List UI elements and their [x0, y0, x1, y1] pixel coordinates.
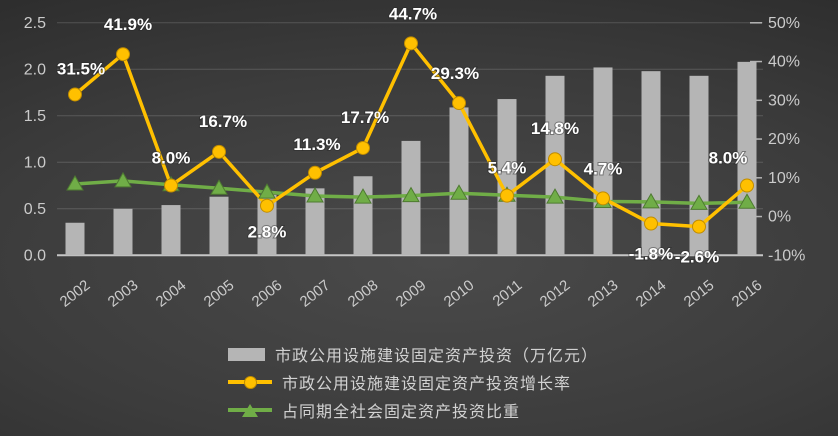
- growth-label-2007: 11.3%: [293, 135, 340, 154]
- left-axis-tick: 2.0: [24, 61, 46, 78]
- share-point-2002: [66, 174, 84, 191]
- bar-swatch-icon: [228, 347, 265, 361]
- growth-point-2007: [308, 165, 322, 180]
- bar-2002: [65, 222, 85, 256]
- growth-point-2015: [692, 219, 706, 234]
- legend-item-growth-line: 市政公用设施建设固定资产投资增长率: [228, 368, 598, 396]
- growth-point-2012: [548, 152, 562, 167]
- growth-label-2016: 8.0%: [709, 149, 748, 168]
- x-tick-2013: 2013: [585, 277, 622, 311]
- share-point-2003: [114, 171, 132, 188]
- line-circle-swatch-icon: [228, 375, 272, 389]
- growth-point-2013: [596, 191, 610, 206]
- growth-point-2002: [68, 87, 82, 102]
- growth-point-2011: [500, 188, 514, 203]
- legend-item-investment-bars: 市政公用设施建设固定资产投资（万亿元）: [228, 340, 598, 368]
- right-axis-tick: 20%: [768, 131, 800, 148]
- x-tick-2011: 2011: [490, 277, 526, 310]
- left-axis-tick: 2.5: [24, 15, 46, 32]
- x-tick-2004: 2004: [153, 277, 190, 311]
- bar-2010: [449, 107, 469, 256]
- circle-marker-icon: [243, 375, 257, 389]
- bar-2014: [641, 71, 661, 256]
- bar-2011: [497, 99, 517, 256]
- bar-2008: [353, 176, 373, 256]
- growth-label-2010: 29.3%: [431, 64, 479, 83]
- x-tick-2002: 2002: [57, 277, 94, 311]
- x-tick-2006: 2006: [249, 277, 286, 311]
- bar-2003: [113, 208, 133, 256]
- share-point-2005: [210, 179, 228, 195]
- growth-label-2002: 31.5%: [57, 59, 105, 78]
- growth-label-2014: -1.8%: [629, 245, 673, 264]
- x-tick-2015: 2015: [681, 277, 718, 311]
- legend-label-growth: 市政公用设施建设固定资产投资增长率: [282, 376, 572, 393]
- share-point-2008: [354, 188, 372, 204]
- bar-2015: [689, 75, 709, 256]
- x-tick-2016: 2016: [729, 277, 766, 311]
- share-point-2016: [738, 193, 756, 209]
- growth-point-2003: [116, 47, 130, 62]
- right-axis-tick: 0%: [768, 209, 791, 226]
- line-triangle-swatch-icon: [228, 403, 272, 417]
- share-point-2006: [258, 183, 276, 199]
- x-tick-2005: 2005: [201, 277, 238, 311]
- growth-point-2004: [164, 178, 178, 193]
- growth-point-2016: [740, 178, 754, 193]
- share-point-2015: [690, 194, 708, 210]
- growth-label-2008: 17.7%: [341, 108, 389, 127]
- x-tick-2009: 2009: [393, 277, 430, 311]
- growth-point-2008: [356, 140, 370, 155]
- x-tick-2014: 2014: [633, 277, 670, 311]
- growth-label-2011: 5.4%: [488, 159, 527, 178]
- x-tick-2012: 2012: [537, 277, 574, 311]
- growth-label-2004: 8.0%: [152, 149, 191, 168]
- share-point-2010: [450, 184, 468, 200]
- bar-2013: [593, 67, 613, 256]
- legend-label-share: 占同期全社会固定资产投资比重: [282, 404, 521, 421]
- right-axis-tick: -10%: [768, 247, 805, 264]
- growth-point-2009: [404, 36, 418, 51]
- legend-item-share-line: 占同期全社会固定资产投资比重: [228, 396, 598, 424]
- right-axis-tick: 30%: [768, 92, 800, 109]
- x-tick-2003: 2003: [105, 277, 142, 311]
- left-axis-tick: 0.0: [24, 247, 46, 264]
- bar-2007: [305, 188, 325, 256]
- share-point-2009: [402, 186, 420, 203]
- growth-point-2005: [212, 144, 226, 159]
- legend: 市政公用设施建设固定资产投资（万亿元） 市政公用设施建设固定资产投资增长率 占同…: [228, 340, 598, 424]
- x-tick-2010: 2010: [441, 277, 478, 311]
- left-axis-tick: 1.0: [24, 154, 46, 171]
- right-axis-tick: 40%: [768, 54, 800, 71]
- growth-label-2005: 16.7%: [199, 112, 247, 131]
- bar-2005: [209, 196, 229, 256]
- right-axis-tick: 10%: [768, 170, 800, 187]
- x-tick-2008: 2008: [345, 277, 382, 311]
- growth-point-2006: [260, 198, 274, 213]
- left-axis-tick: 0.5: [24, 201, 46, 218]
- growth-label-2012: 14.8%: [531, 119, 579, 138]
- bar-2004: [161, 205, 181, 256]
- triangle-marker-icon: [242, 403, 258, 417]
- x-tick-2007: 2007: [297, 277, 334, 311]
- growth-point-2010: [452, 96, 466, 111]
- share-point-2007: [306, 187, 324, 203]
- share-point-2014: [642, 192, 660, 209]
- share-point-2012: [546, 188, 564, 204]
- chart-canvas: 0.0 0.5 1.0 1.5 2.0 2.5 -10% 0% 10% 20% 30% 40% 50% 2…: [24, 3, 806, 311]
- legend-label-investment: 市政公用设施建设固定资产投资（万亿元）: [275, 348, 599, 365]
- growth-label-2013: 4.7%: [584, 159, 623, 178]
- left-axis-tick: 1.5: [24, 108, 46, 125]
- growth-point-2014: [644, 216, 658, 231]
- growth-label-2009: 44.7%: [389, 4, 437, 23]
- growth-label-2015: -2.6%: [675, 248, 719, 267]
- growth-label-2003: 41.9%: [104, 15, 152, 34]
- growth-label-2006: 2.8%: [248, 223, 287, 242]
- right-axis-tick: 50%: [768, 15, 800, 32]
